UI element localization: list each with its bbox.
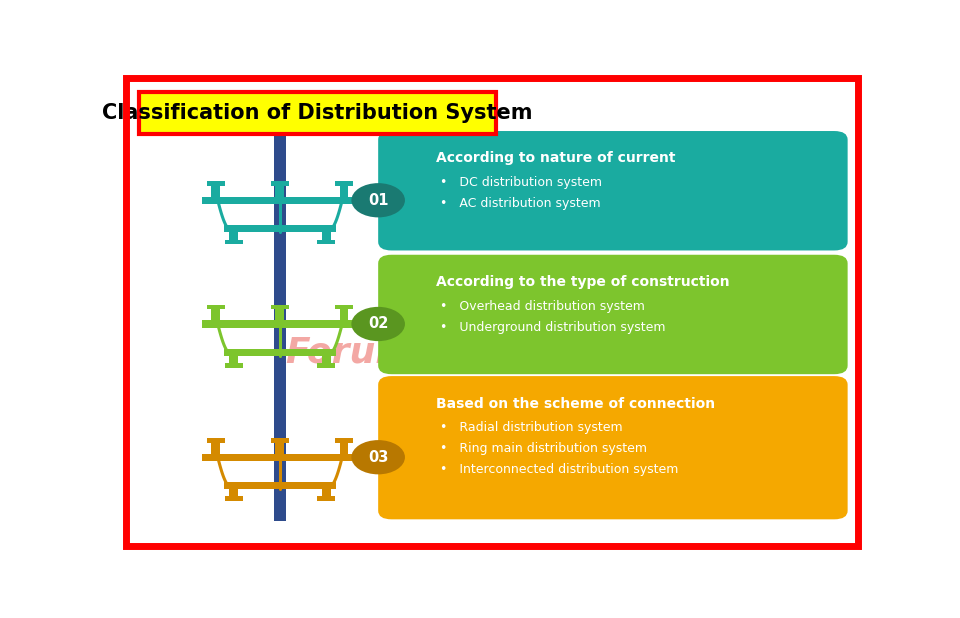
Bar (207, 305, 225, 310)
Bar (271, 438, 289, 442)
Bar (274, 122, 286, 522)
Bar (322, 356, 330, 368)
Bar (340, 307, 348, 320)
Bar (207, 181, 225, 186)
Text: Based on the scheme of connection: Based on the scheme of connection (436, 397, 715, 410)
Text: •   Radial distribution system: • Radial distribution system (440, 421, 622, 434)
Text: 02: 02 (368, 316, 389, 331)
Text: Classification of Distribution System: Classification of Distribution System (102, 103, 533, 123)
Text: •   Ring main distribution system: • Ring main distribution system (440, 442, 647, 455)
Bar (276, 184, 284, 197)
Text: •   Interconnected distribution system: • Interconnected distribution system (440, 463, 679, 476)
Bar (224, 225, 336, 232)
Bar (317, 240, 335, 244)
Text: According to nature of current: According to nature of current (436, 151, 676, 166)
Bar (224, 482, 336, 489)
Bar (317, 363, 335, 368)
Bar (211, 184, 221, 197)
Text: •   Underground distribution system: • Underground distribution system (440, 321, 665, 334)
Bar (202, 320, 358, 328)
Circle shape (351, 440, 405, 475)
Bar (317, 496, 335, 501)
Bar (202, 454, 358, 461)
FancyBboxPatch shape (138, 91, 495, 133)
Circle shape (351, 183, 405, 218)
FancyBboxPatch shape (378, 376, 848, 519)
Bar (211, 441, 221, 454)
Bar (225, 240, 243, 244)
Text: •   AC distribution system: • AC distribution system (440, 197, 601, 210)
Bar (340, 184, 348, 197)
Bar (225, 363, 243, 368)
Circle shape (351, 307, 405, 341)
Bar (202, 197, 358, 204)
Bar (225, 496, 243, 501)
Bar (322, 232, 330, 244)
FancyBboxPatch shape (378, 131, 848, 250)
Bar (335, 181, 353, 186)
Bar (340, 441, 348, 454)
Bar (276, 441, 284, 454)
Bar (211, 307, 221, 320)
Bar (224, 349, 336, 356)
Bar (229, 356, 238, 368)
Bar (322, 489, 330, 501)
Bar (335, 305, 353, 310)
Bar (229, 232, 238, 244)
Bar (271, 181, 289, 186)
Bar (229, 489, 238, 501)
Bar (207, 438, 225, 442)
Text: 01: 01 (368, 193, 389, 208)
Bar (335, 438, 353, 442)
Text: ForumElectrical.com: ForumElectrical.com (285, 336, 699, 370)
Text: 03: 03 (368, 450, 389, 465)
Bar (276, 307, 284, 320)
FancyBboxPatch shape (378, 255, 848, 374)
Bar (271, 305, 289, 310)
Text: •   DC distribution system: • DC distribution system (440, 176, 602, 189)
Text: •   Overhead distribution system: • Overhead distribution system (440, 300, 645, 313)
Text: According to the type of construction: According to the type of construction (436, 275, 730, 289)
